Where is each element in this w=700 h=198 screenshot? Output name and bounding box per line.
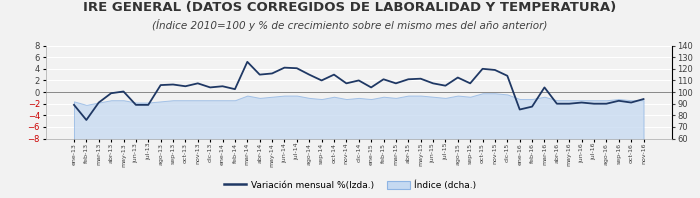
Text: (Índice 2010=100 y % de crecimiento sobre el mismo mes del año anterior): (Índice 2010=100 y % de crecimiento sobr…	[153, 19, 547, 31]
Text: IRE GENERAL (DATOS CORREGIDOS DE LABORALIDAD Y TEMPERATURA): IRE GENERAL (DATOS CORREGIDOS DE LABORAL…	[83, 1, 617, 14]
Legend: Variación mensual %(Izda.), Índice (dcha.): Variación mensual %(Izda.), Índice (dcha…	[220, 177, 480, 193]
